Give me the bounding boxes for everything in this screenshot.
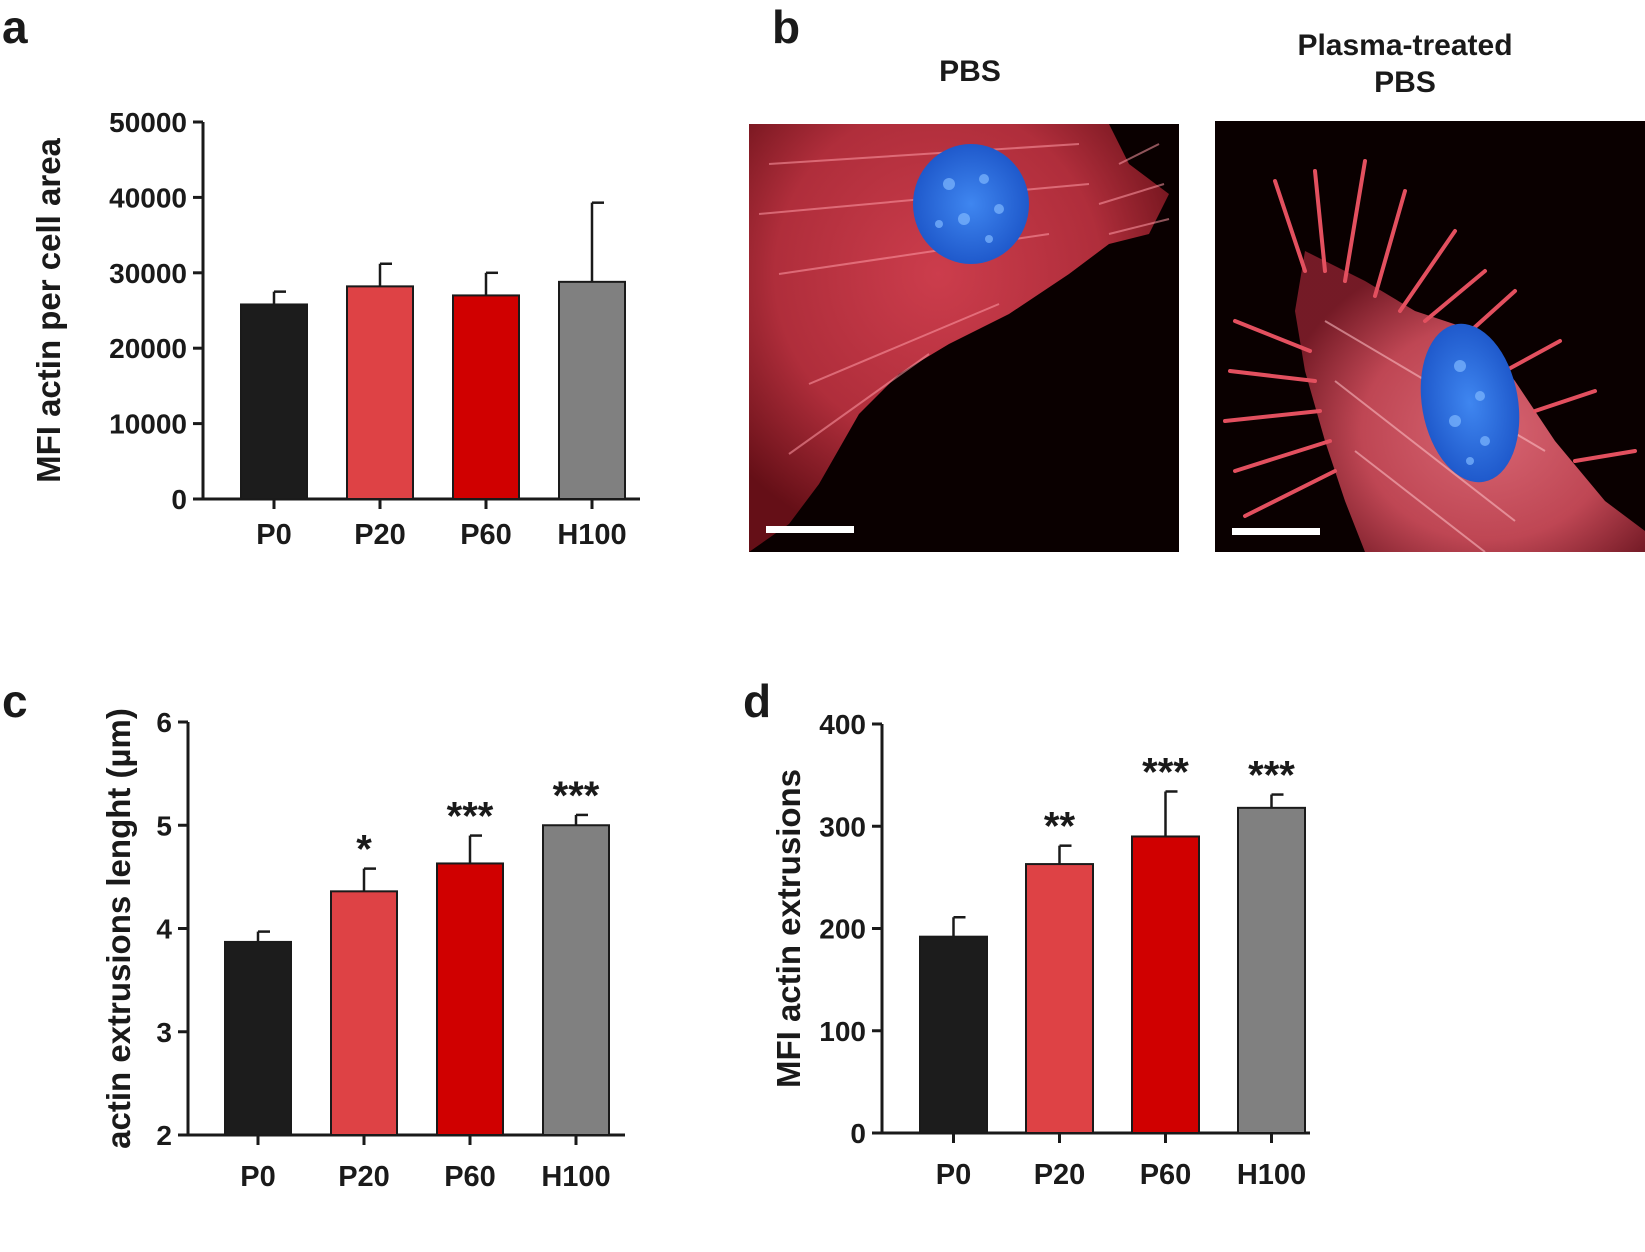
chart-d-category-P0: P0	[936, 1159, 971, 1191]
chart-d-bar-P20	[1025, 863, 1094, 1135]
chart-d-bar-P0	[919, 935, 988, 1134]
chart-c-category-P20: P20	[338, 1161, 390, 1193]
chart-a-bar-H100	[558, 280, 626, 500]
chart-a-bar-P20	[346, 285, 414, 500]
scale-bar-pbs	[766, 526, 854, 533]
micrograph-pbs-image	[749, 124, 1170, 552]
nucleus-pbs	[913, 144, 1029, 264]
chart-c-bar-H100	[542, 824, 610, 1136]
chart-a-ytick-label: 0	[171, 484, 187, 515]
chart-c-significance-P60: ***	[447, 795, 494, 839]
chart-a-ytick-label: 50000	[109, 107, 187, 138]
panel-label-c: c	[2, 675, 28, 727]
micrograph-pbs	[749, 124, 1179, 552]
chart-d-ytick-label: 100	[819, 1016, 866, 1047]
chart-c-category-P0: P0	[240, 1161, 275, 1193]
micro-title-right-line2: PBS	[1374, 65, 1436, 99]
panel-label-b: b	[772, 1, 801, 53]
chart-c-ytick-label: 2	[156, 1120, 172, 1151]
chart-c-significance-P20: *	[356, 828, 372, 872]
chart-c-ytick-label: 5	[156, 810, 172, 841]
chart-d-ytick-label: 0	[850, 1118, 866, 1149]
chart-c-ytick-label: 4	[156, 914, 172, 945]
micrograph-plasma	[1215, 121, 1645, 552]
nucleus-plasma	[1420, 323, 1520, 483]
chart-d-bar-H100	[1237, 806, 1306, 1134]
chart-c-ytick-label: 6	[156, 707, 172, 738]
chart-a-ytick-label: 40000	[109, 182, 187, 213]
chart-a-ytick-label: 30000	[109, 258, 187, 289]
micrograph-plasma-image	[1223, 159, 1645, 552]
chart-c-significance-H100: ***	[553, 774, 600, 818]
chart-c-bar-P20	[330, 890, 398, 1136]
chart-a-category-P20: P20	[354, 519, 406, 551]
micro-title-right-line1: Plasma-treated	[1297, 29, 1513, 62]
chart-c-bar-P0	[224, 940, 292, 1136]
chart-a-bar-P60	[452, 294, 520, 500]
chart-a-category-P60: P60	[460, 519, 512, 551]
chart-d-significance-P60: ***	[1142, 750, 1189, 794]
chart-c-ytick-label: 3	[156, 1017, 172, 1048]
chart-d-bar-P60	[1131, 835, 1200, 1134]
chart-d-category-H100: H100	[1237, 1159, 1306, 1191]
chart-a-ylabel: MFI actin per cell area	[30, 137, 67, 482]
chart-d-category-P20: P20	[1034, 1159, 1086, 1191]
actin-fibers-pbs	[758, 143, 1170, 455]
chart-d-ytick-label: 200	[819, 914, 866, 945]
chart-c-bar-P60	[436, 862, 504, 1136]
micro-title-right: Plasma-treated PBS	[1230, 28, 1580, 101]
chart-a-category-H100: H100	[557, 519, 626, 551]
actin-extrusions-plasma	[1223, 159, 1637, 518]
panel-label-d: d	[743, 675, 772, 727]
chart-c: actin extrusions lenght (µm) 2 3 4 5 6 P0 P20 * P…	[100, 707, 625, 1193]
chart-d-ytick-label: 300	[819, 811, 866, 842]
chart-a-bar-P0	[240, 303, 308, 500]
chart-a-ytick-label: 20000	[109, 333, 187, 364]
chart-a-category-P0: P0	[256, 519, 291, 551]
chart-d-ytick-label: 400	[819, 709, 866, 740]
chart-d-ylabel: MFI actin extrusions	[770, 769, 807, 1088]
chart-c-category-P60: P60	[444, 1161, 496, 1193]
chart-d-significance-P20: **	[1044, 805, 1076, 849]
chart-d-category-P60: P60	[1140, 1159, 1192, 1191]
chart-d-significance-H100: ***	[1248, 754, 1295, 798]
chart-c-ylabel: actin extrusions lenght (µm)	[100, 708, 137, 1149]
cell-body-pbs	[749, 124, 1169, 552]
micro-title-left: PBS	[939, 55, 1001, 88]
panel-label-a: a	[2, 1, 28, 53]
nucleoli-pbs	[935, 174, 1004, 243]
nucleoli-plasma	[1449, 360, 1490, 465]
chart-c-category-H100: H100	[541, 1161, 610, 1193]
chart-a-ytick-label: 10000	[109, 409, 187, 440]
chart-a: MFI actin per cell area 0 10000 20000 30000 4…	[30, 107, 640, 551]
chart-d: MFI actin extrusions 0 100 200 300 400 P0 P20 **…	[770, 709, 1310, 1191]
scale-bar-plasma	[1232, 528, 1320, 535]
